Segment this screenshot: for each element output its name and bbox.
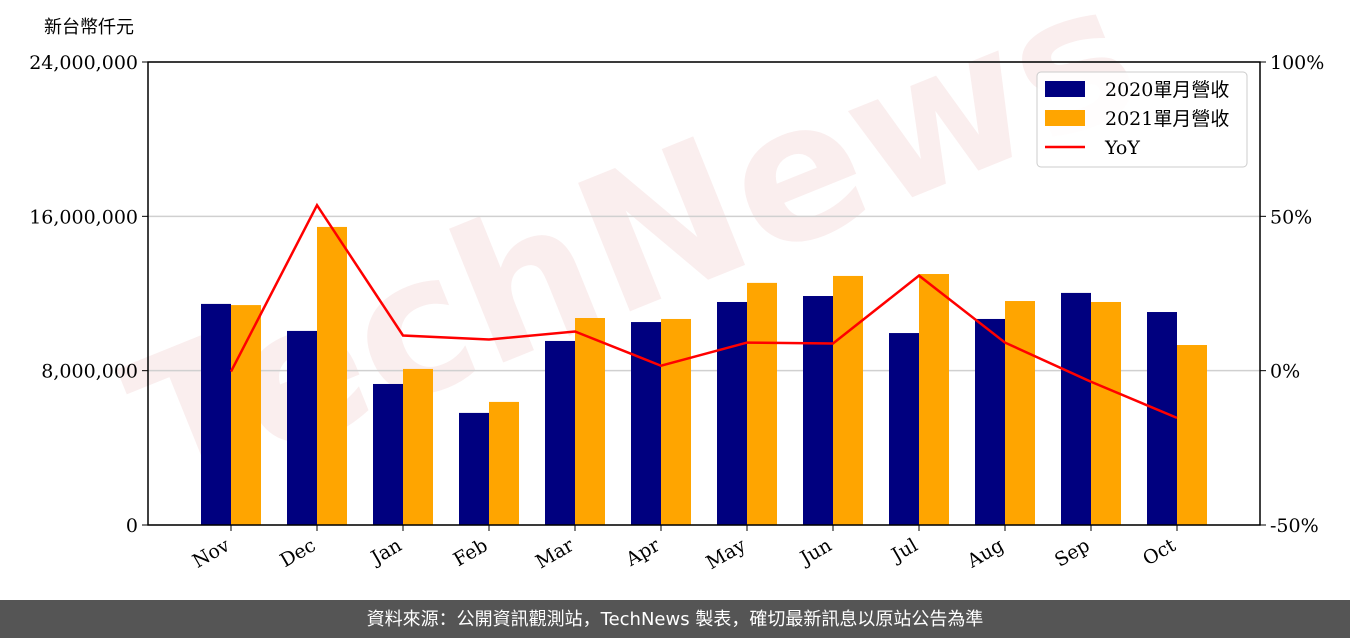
bar: [1091, 301, 1121, 525]
legend-label: 2020單月營收: [1105, 79, 1229, 101]
bar: [373, 383, 403, 525]
y-tick-label: 16,000,000: [29, 206, 138, 228]
bar: [403, 368, 433, 525]
legend-swatch: [1045, 81, 1085, 97]
x-tick-label: Jul: [886, 534, 921, 567]
bar: [1147, 312, 1177, 525]
bar: [231, 305, 261, 525]
legend-label: YoY: [1104, 137, 1140, 159]
x-tick-label: May: [703, 534, 750, 574]
bar: [459, 412, 489, 525]
y-tick-label: 24,000,000: [29, 52, 138, 74]
y2-tick-label: 0%: [1270, 361, 1300, 383]
x-tick-label: Nov: [189, 534, 234, 573]
x-tick-label: Mar: [532, 534, 578, 573]
bar: [545, 340, 575, 525]
bar: [575, 318, 605, 525]
bar: [317, 226, 347, 525]
bar: [833, 275, 863, 525]
legend-box: [1036, 71, 1248, 168]
legend-label: 2021單月營收: [1105, 108, 1229, 130]
x-tick-label: Aug: [963, 534, 1008, 573]
y2-tick-label: 50%: [1270, 206, 1312, 228]
bar: [201, 303, 231, 525]
bar: [489, 401, 519, 525]
x-tick-label: Apr: [621, 534, 664, 571]
yoy-line: [229, 202, 1178, 420]
x-tick-label: Jan: [366, 534, 406, 570]
x-tick-label: Feb: [450, 534, 492, 571]
bar: [717, 301, 747, 525]
y-unit-label: 新台幣仟元: [44, 17, 134, 38]
bar: [919, 274, 949, 525]
legend-swatch: [1045, 110, 1085, 126]
bar: [1061, 292, 1091, 525]
bar: [747, 282, 777, 525]
bar: [287, 330, 317, 525]
bar: [661, 318, 691, 525]
x-tick-label: Jun: [795, 534, 836, 570]
y-tick-label: 0: [126, 515, 138, 537]
footer: 資料來源：公開資訊觀測站，TechNews 製表，確切最新訊息以原站公告為準: [367, 609, 984, 630]
x-tick-label: Sep: [1051, 534, 1094, 571]
bar: [631, 322, 661, 525]
bar: [1005, 301, 1035, 525]
x-tick-label: Dec: [276, 534, 319, 572]
bar: [1177, 345, 1207, 525]
plot-frame: [147, 61, 1261, 526]
bar: [889, 333, 919, 525]
y2-tick-label: 100%: [1270, 52, 1324, 74]
y-tick-label: 8,000,000: [41, 361, 138, 383]
bar: [803, 296, 833, 525]
footer-bar: [0, 600, 1350, 638]
x-tick-label: Oct: [1139, 534, 1180, 570]
y2-tick-label: -50%: [1270, 515, 1319, 537]
bar: [975, 318, 1005, 525]
